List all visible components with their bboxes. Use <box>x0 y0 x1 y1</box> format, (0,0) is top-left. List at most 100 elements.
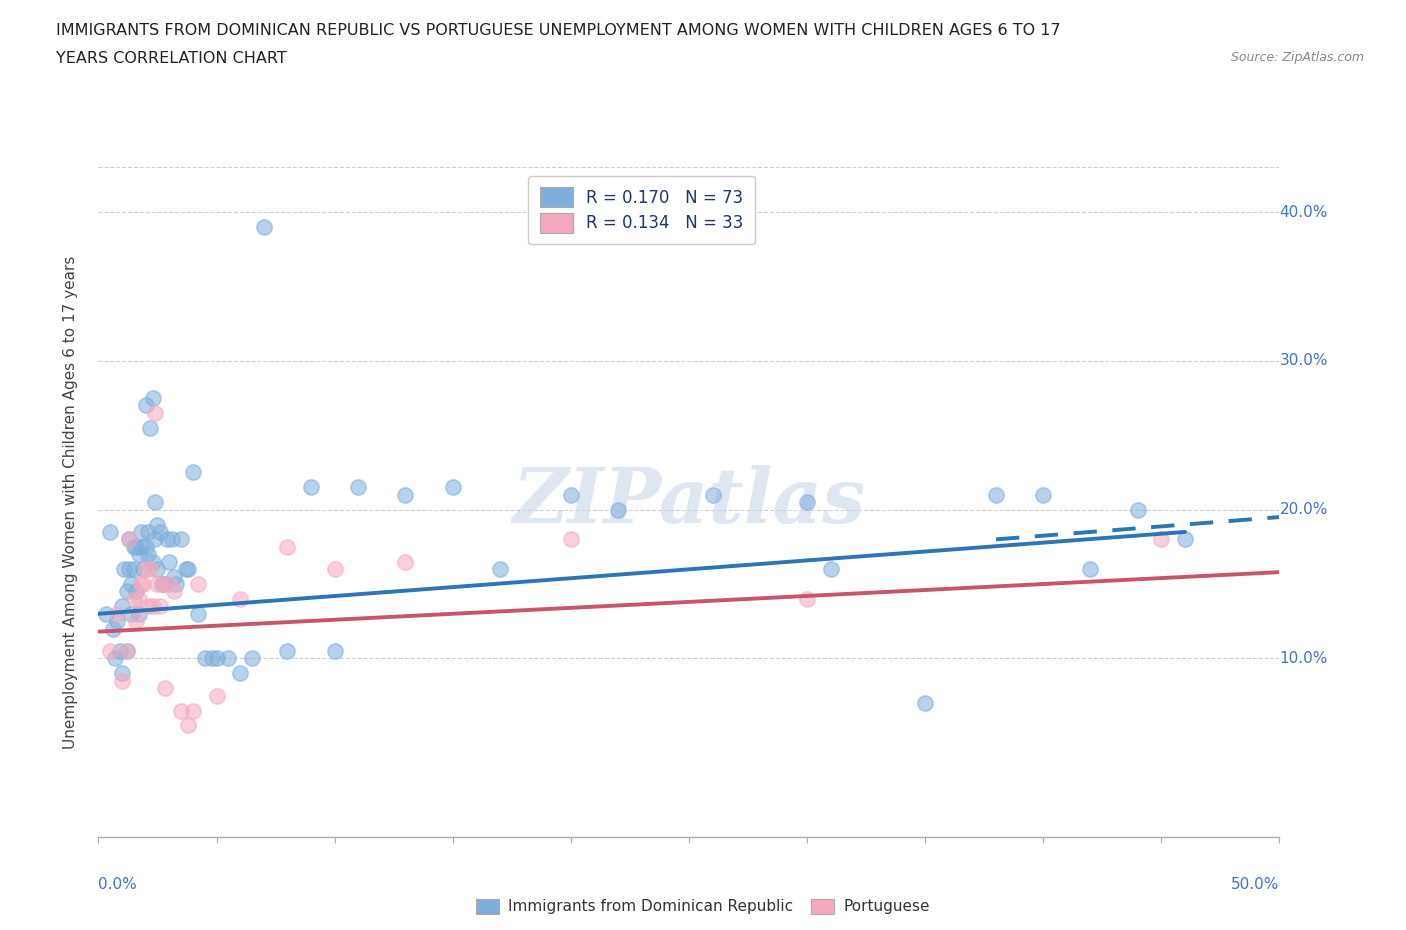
Point <box>1126 502 1149 517</box>
Point <box>105 606 128 621</box>
Point <box>560 487 582 502</box>
Point <box>143 405 166 420</box>
Point <box>702 487 724 502</box>
Point <box>132 577 155 591</box>
Point <box>165 577 187 591</box>
Point <box>157 577 180 591</box>
Point <box>149 525 172 539</box>
Point <box>170 703 193 718</box>
Point <box>177 718 200 733</box>
Point <box>163 584 186 599</box>
Point <box>1174 532 1197 547</box>
Point <box>136 547 159 562</box>
Point <box>111 599 134 614</box>
Point <box>139 420 162 435</box>
Text: 10.0%: 10.0% <box>1279 651 1327 666</box>
Text: ZIPatlas: ZIPatlas <box>512 465 866 539</box>
Point <box>128 606 150 621</box>
Point <box>229 666 252 681</box>
Point <box>181 703 204 718</box>
Point <box>135 562 157 577</box>
Point <box>128 547 150 562</box>
Point <box>111 673 134 688</box>
Point <box>94 606 117 621</box>
Point <box>146 577 169 591</box>
Point <box>253 219 276 234</box>
Point <box>560 532 582 547</box>
Point <box>104 651 127 666</box>
Point <box>984 487 1007 502</box>
Point <box>194 651 217 666</box>
Point <box>299 480 322 495</box>
Point <box>122 591 145 606</box>
Point <box>914 696 936 711</box>
Legend: R = 0.170   N = 73, R = 0.134   N = 33: R = 0.170 N = 73, R = 0.134 N = 33 <box>529 176 755 245</box>
Text: Source: ZipAtlas.com: Source: ZipAtlas.com <box>1230 51 1364 64</box>
Point <box>142 599 165 614</box>
Point <box>820 562 842 577</box>
Point <box>205 651 228 666</box>
Legend: Immigrants from Dominican Republic, Portuguese: Immigrants from Dominican Republic, Port… <box>470 893 936 921</box>
Point <box>1032 487 1054 502</box>
Point <box>125 614 148 629</box>
Point <box>170 532 193 547</box>
Point <box>139 562 162 577</box>
Point <box>163 569 186 584</box>
Point <box>347 480 370 495</box>
Point <box>125 539 148 554</box>
Point <box>146 517 169 532</box>
Y-axis label: Unemployment Among Women with Children Ages 6 to 17 years: Unemployment Among Women with Children A… <box>63 256 77 749</box>
Point <box>143 532 166 547</box>
Point <box>323 644 346 658</box>
Point <box>796 591 818 606</box>
Point <box>441 480 464 495</box>
Point <box>125 584 148 599</box>
Point <box>112 562 135 577</box>
Point <box>240 651 263 666</box>
Point <box>111 666 134 681</box>
Point <box>121 577 143 591</box>
Point <box>132 562 155 577</box>
Text: 50.0%: 50.0% <box>1232 877 1279 892</box>
Point <box>118 532 141 547</box>
Point <box>129 539 152 554</box>
Point <box>143 495 166 510</box>
Point <box>201 651 224 666</box>
Point <box>181 465 204 480</box>
Point <box>142 554 165 569</box>
Point <box>136 525 159 539</box>
Point <box>160 532 183 547</box>
Point <box>122 562 145 577</box>
Point <box>607 502 630 517</box>
Point <box>1080 562 1102 577</box>
Point <box>115 644 138 658</box>
Point <box>153 577 176 591</box>
Point <box>98 525 121 539</box>
Point <box>187 577 209 591</box>
Point <box>115 644 138 658</box>
Point <box>229 591 252 606</box>
Point <box>98 644 121 658</box>
Point <box>118 562 141 577</box>
Point <box>149 599 172 614</box>
Point <box>796 495 818 510</box>
Text: 40.0%: 40.0% <box>1279 205 1327 219</box>
Point <box>276 644 298 658</box>
Point <box>323 562 346 577</box>
Text: IMMIGRANTS FROM DOMINICAN REPUBLIC VS PORTUGUESE UNEMPLOYMENT AMONG WOMEN WITH C: IMMIGRANTS FROM DOMINICAN REPUBLIC VS PO… <box>56 23 1062 38</box>
Text: 0.0%: 0.0% <box>98 877 138 892</box>
Point <box>156 532 179 547</box>
Point <box>177 562 200 577</box>
Point <box>1150 532 1173 547</box>
Point <box>150 577 173 591</box>
Point <box>174 562 197 577</box>
Point <box>146 562 169 577</box>
Point <box>135 398 157 413</box>
Point <box>153 681 176 696</box>
Point <box>129 525 152 539</box>
Point <box>129 577 152 591</box>
Point <box>122 539 145 554</box>
Point <box>135 539 157 554</box>
Point <box>276 539 298 554</box>
Point <box>142 391 165 405</box>
